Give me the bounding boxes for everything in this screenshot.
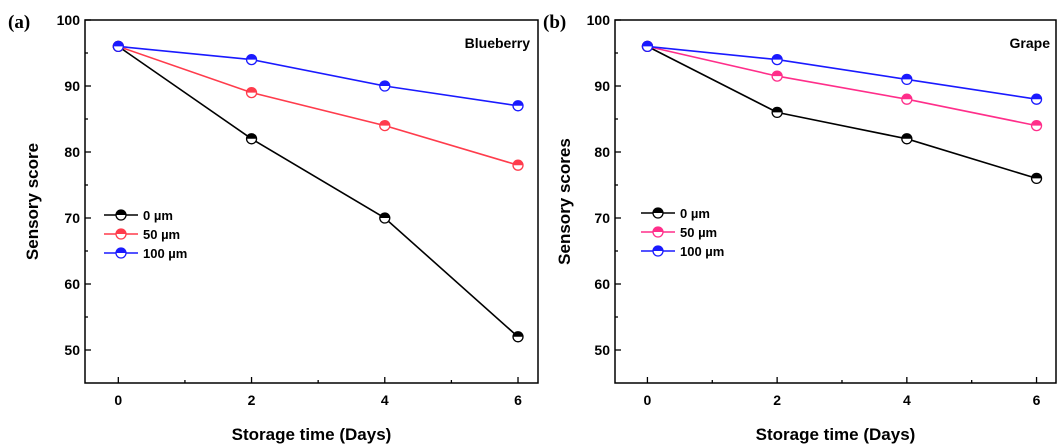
legend-marker (652, 226, 664, 238)
series-line (118, 45, 519, 107)
series-2 (112, 40, 524, 112)
panel-annotation: Blueberry (465, 35, 531, 51)
legend-marker (115, 247, 127, 259)
data-point (771, 70, 783, 82)
plot-frame (84, 19, 539, 384)
series-line (647, 45, 1037, 180)
panel-annotation: Grape (1010, 35, 1051, 51)
series-2 (641, 40, 1043, 105)
legend-label: 0 µm (680, 206, 710, 221)
data-point (901, 133, 913, 145)
series-0 (112, 40, 524, 343)
panel-label: (b) (543, 12, 566, 33)
data-point (379, 212, 391, 224)
legend-marker (652, 245, 664, 257)
data-point (1030, 172, 1043, 185)
y-axis-title: Sensory scores (555, 138, 574, 265)
y-tick-label: 100 (587, 12, 611, 28)
series-line (647, 45, 1037, 127)
y-tick-label: 70 (594, 210, 610, 226)
x-tick-label: 0 (644, 392, 652, 408)
y-tick-label: 60 (594, 276, 610, 292)
y-tick-label: 60 (64, 276, 80, 292)
data-point (771, 106, 783, 119)
x-tick-label: 0 (114, 392, 122, 408)
chart-panel-b: 50 60 70 80 90 100 0 2 4 6 Storage time (Days) Sens… (543, 12, 1057, 444)
y-tick-label: 80 (594, 144, 610, 160)
legend-label: 0 µm (143, 208, 173, 223)
x-tick-label: 6 (1033, 392, 1041, 408)
legend-marker (652, 207, 664, 219)
y-tick-label: 50 (594, 342, 610, 358)
series-line (117, 45, 519, 338)
x-tick-label: 6 (514, 392, 522, 408)
y-tick-label: 50 (64, 342, 80, 358)
x-tick-label: 2 (248, 392, 256, 408)
legend-label: 50 µm (680, 225, 717, 240)
data-point (245, 86, 258, 99)
series-line (118, 45, 519, 166)
chart-panel-a: 50 60 70 80 90 100 0 2 4 6 Storage time (Days) Sens… (8, 12, 539, 444)
series-0 (641, 40, 1043, 185)
x-axis-title: Storage time (Days) (232, 425, 392, 444)
x-tick-label: 2 (773, 392, 781, 408)
data-point (112, 40, 124, 53)
data-point (379, 80, 391, 92)
panel-label: (a) (8, 12, 30, 33)
data-point (245, 53, 258, 66)
y-axis-title: Sensory score (23, 143, 42, 260)
data-point (512, 331, 524, 343)
legend-marker (115, 228, 127, 240)
data-point (512, 159, 524, 171)
legend-marker (115, 209, 127, 221)
x-tick-label: 4 (903, 392, 911, 408)
y-tick-label: 90 (64, 78, 80, 94)
legend: 0 µm 50 µm 100 µm (641, 206, 724, 259)
data-point (379, 119, 391, 132)
data-point (771, 53, 783, 66)
legend-label: 50 µm (143, 227, 180, 242)
data-point (512, 100, 524, 112)
data-point (901, 93, 913, 105)
plot-frame (614, 19, 1057, 384)
legend-label: 100 µm (143, 246, 187, 261)
data-point (1030, 93, 1043, 105)
y-tick-label: 70 (64, 210, 80, 226)
data-point (641, 40, 654, 53)
x-axis-title: Storage time (Days) (756, 425, 916, 444)
y-tick-label: 100 (57, 12, 81, 28)
legend-label: 100 µm (680, 244, 724, 259)
data-point (901, 73, 913, 86)
series-1 (112, 40, 524, 171)
series-1 (641, 40, 1043, 132)
data-point (1030, 119, 1043, 132)
y-tick-label: 90 (594, 78, 610, 94)
legend: 0 µm 50 µm 100 µm (104, 208, 187, 261)
y-tick-label: 80 (64, 144, 80, 160)
data-point (245, 133, 258, 145)
x-tick-label: 4 (381, 392, 389, 408)
series-line (647, 45, 1037, 100)
